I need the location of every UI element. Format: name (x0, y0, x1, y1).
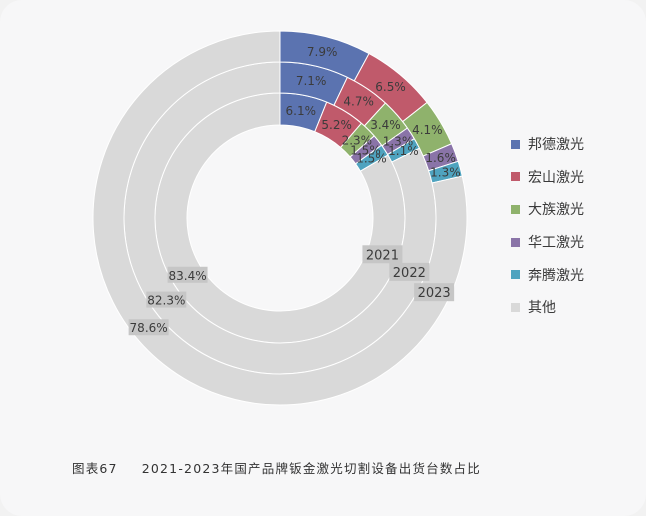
slice-2023-5 (92, 30, 468, 406)
legend-item-0: 邦德激光 (511, 128, 584, 161)
year-label-bg-2023 (414, 283, 455, 302)
caption-prefix: 图表67 (72, 461, 118, 476)
value-label-2021-2: 2.3% (342, 134, 373, 148)
legend-label: 宏山激光 (528, 169, 584, 186)
value-label-bg-2022 (146, 291, 187, 308)
year-label-bg-2021 (362, 245, 403, 264)
legend-item-4: 奔腾激光 (511, 258, 584, 291)
value-label-2022-3: 1.3% (383, 135, 414, 149)
value-label-2021-5: 83.4% (169, 269, 207, 283)
value-labels: 6.1%5.2%2.3%1.5%1.5%83.4%7.1%4.7%3.4%1.3… (128, 45, 461, 336)
legend-item-5: 其他 (511, 291, 584, 324)
value-label-2022-2: 3.4% (370, 118, 401, 132)
legend-swatch (511, 237, 520, 247)
legend-item-2: 大族激光 (511, 193, 584, 226)
legend-label: 华工激光 (528, 235, 584, 252)
value-label-2023-2: 4.1% (412, 123, 443, 137)
legend-swatch (511, 139, 520, 149)
legend-label: 邦德激光 (528, 137, 584, 154)
value-label-2022-0: 7.1% (296, 74, 327, 88)
legend-swatch (511, 172, 520, 182)
year-label-2023: 2023 (418, 286, 451, 301)
value-label-2023-0: 7.9% (307, 45, 338, 59)
value-label-2022-5: 82.3% (147, 294, 185, 308)
value-label-2021-1: 5.2% (321, 118, 352, 132)
year-labels: 2021 2022 2023 (362, 245, 455, 302)
value-label-2023-5: 78.6% (130, 321, 168, 335)
legend-item-1: 宏山激光 (511, 161, 584, 194)
year-label-2022: 2022 (393, 266, 426, 281)
year-label-bg-2022 (389, 262, 430, 281)
year-label-2021: 2021 (366, 248, 399, 263)
value-label-2023-3: 1.6% (425, 151, 456, 165)
legend-swatch (511, 270, 520, 280)
legend-label: 大族激光 (528, 202, 584, 219)
value-label-bg-2021 (167, 266, 208, 283)
legend: 邦德激光宏山激光大族激光华工激光奔腾激光其他 (511, 128, 584, 324)
legend-item-3: 华工激光 (511, 226, 584, 259)
legend-swatch (511, 302, 520, 312)
value-label-2021-3: 1.5% (350, 143, 381, 157)
chart-title: 2021-2023年国产品牌钣金激光切割设备出货台数占比 (141, 461, 481, 476)
value-label-2022-1: 4.7% (343, 95, 374, 109)
value-label-bg-2023 (128, 319, 169, 336)
value-label-2021-0: 6.1% (286, 104, 317, 118)
value-label-2021-4: 1.5% (356, 152, 387, 166)
value-label-2023-4: 1.3% (430, 166, 461, 180)
donut-rings (92, 30, 468, 406)
value-label-2023-1: 6.5% (375, 80, 406, 94)
legend-swatch (511, 204, 520, 214)
legend-label: 其他 (528, 300, 556, 317)
figure-caption: 图表67 2021-2023年国产品牌钣金激光切割设备出货台数占比 (72, 458, 632, 477)
value-label-2022-4: 1.1% (388, 144, 419, 158)
legend-label: 奔腾激光 (528, 267, 584, 284)
